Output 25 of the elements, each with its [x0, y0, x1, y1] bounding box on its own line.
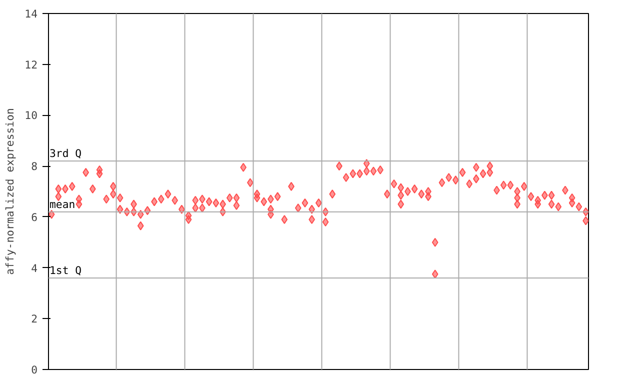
y-tick-label: 10 [24, 109, 38, 122]
point [137, 221, 144, 230]
point [55, 192, 62, 202]
point [254, 193, 260, 202]
y-tick-label: 0 [31, 364, 38, 376]
point [116, 204, 124, 214]
point [185, 214, 192, 224]
point [398, 190, 404, 200]
point [398, 200, 404, 209]
ref-line-label: 1st Q [50, 264, 82, 277]
point [192, 204, 199, 213]
y-tick-label: 12 [24, 58, 38, 72]
point [548, 200, 555, 209]
y-axis-title: affy-normalized expression [4, 108, 17, 275]
ref-line-label: mean [50, 198, 76, 211]
y-tick-label: 8 [31, 160, 38, 174]
point [96, 169, 103, 178]
point [233, 200, 240, 210]
ref-line-label: 3rd Q [50, 146, 82, 160]
y-tick-label: 2 [31, 312, 38, 326]
point [363, 159, 370, 168]
point [322, 218, 329, 227]
y-tick-label: 6 [31, 210, 38, 224]
y-tick-label: 14 [24, 8, 38, 20]
y-tick-label: 4 [31, 262, 38, 275]
